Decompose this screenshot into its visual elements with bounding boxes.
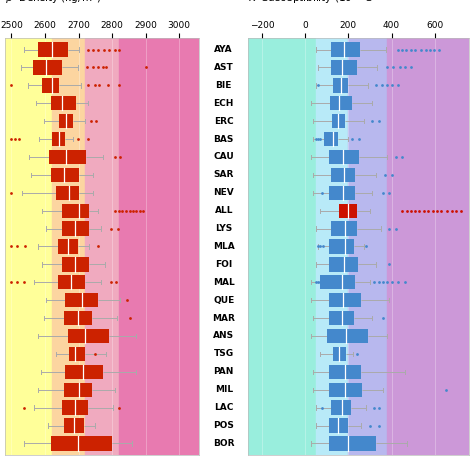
Bar xyxy=(5,38,52,455)
Bar xyxy=(328,150,359,164)
Bar xyxy=(333,347,346,361)
Bar xyxy=(62,257,89,272)
Text: PAN: PAN xyxy=(214,367,234,376)
Text: ANS: ANS xyxy=(213,331,234,340)
Text: BOR: BOR xyxy=(213,439,235,448)
Text: $K$  Susceptibility (10$^{-6}$ S: $K$ Susceptibility (10$^{-6}$ S xyxy=(248,0,374,6)
Bar xyxy=(331,221,357,236)
Bar xyxy=(330,96,352,110)
Text: TSG: TSG xyxy=(214,349,234,358)
Bar xyxy=(248,38,316,455)
Bar xyxy=(56,186,79,200)
Bar xyxy=(328,239,355,254)
Bar xyxy=(328,293,361,307)
Bar xyxy=(348,38,387,455)
Bar xyxy=(38,42,68,57)
Text: AST: AST xyxy=(214,63,234,72)
Bar xyxy=(68,329,109,343)
Text: LYS: LYS xyxy=(215,224,232,233)
Bar xyxy=(324,132,338,146)
Text: POS: POS xyxy=(213,421,234,430)
Text: MIL: MIL xyxy=(215,385,233,394)
Bar xyxy=(328,257,358,272)
Text: BIE: BIE xyxy=(216,81,232,90)
Bar xyxy=(65,365,103,379)
Text: NEV: NEV xyxy=(213,188,234,197)
Text: AYA: AYA xyxy=(214,45,233,54)
Bar xyxy=(328,311,354,325)
Bar xyxy=(53,132,65,146)
Text: ALL: ALL xyxy=(214,206,233,215)
Bar xyxy=(64,419,84,433)
Bar xyxy=(328,365,361,379)
Text: MAR: MAR xyxy=(212,314,235,323)
Bar xyxy=(332,114,345,128)
Bar xyxy=(331,401,351,415)
Text: LAC: LAC xyxy=(214,403,233,412)
Text: BAS: BAS xyxy=(214,135,234,144)
Bar xyxy=(52,38,85,455)
Bar xyxy=(64,383,92,397)
Bar xyxy=(328,436,376,451)
Bar xyxy=(59,114,73,128)
Bar xyxy=(58,275,85,290)
Text: SAR: SAR xyxy=(214,170,234,179)
Bar xyxy=(62,401,88,415)
Bar xyxy=(65,293,98,307)
Bar xyxy=(329,419,347,433)
Bar xyxy=(63,221,89,236)
Bar xyxy=(85,38,119,455)
Text: MLA: MLA xyxy=(213,242,235,251)
Bar xyxy=(51,436,112,451)
Bar xyxy=(316,38,348,455)
Bar xyxy=(387,38,469,455)
Bar xyxy=(63,203,89,218)
Bar xyxy=(49,150,86,164)
Text: CAU: CAU xyxy=(213,153,234,162)
Bar xyxy=(51,168,79,182)
Bar xyxy=(42,78,59,92)
Bar xyxy=(333,78,348,92)
Text: FOI: FOI xyxy=(215,260,232,269)
Bar xyxy=(339,203,357,218)
Bar xyxy=(58,239,78,254)
Text: $\rho$  Density (kg/m$^3$): $\rho$ Density (kg/m$^3$) xyxy=(5,0,101,6)
Text: QUE: QUE xyxy=(213,296,234,305)
Bar xyxy=(64,311,92,325)
Bar xyxy=(331,168,355,182)
Bar xyxy=(328,186,355,200)
Bar xyxy=(119,38,200,455)
Bar xyxy=(33,60,63,74)
Bar xyxy=(328,383,363,397)
Bar xyxy=(331,42,360,57)
Text: ECH: ECH xyxy=(214,99,234,108)
Bar xyxy=(331,60,357,74)
Bar xyxy=(51,96,76,110)
Text: ERC: ERC xyxy=(214,117,234,126)
Bar xyxy=(69,347,85,361)
Text: MAL: MAL xyxy=(213,278,235,287)
Bar xyxy=(320,275,355,290)
Bar xyxy=(327,329,368,343)
